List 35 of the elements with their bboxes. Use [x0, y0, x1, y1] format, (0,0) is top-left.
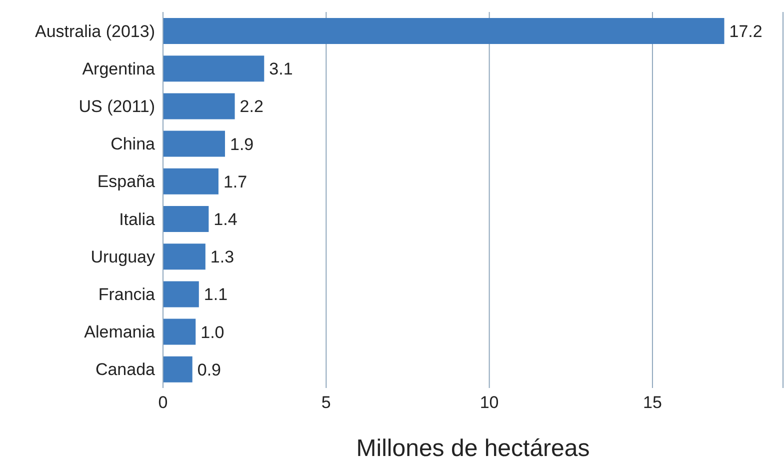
x-tick-label: 10 [480, 393, 499, 412]
y-tick-label: US (2011) [78, 97, 155, 116]
data-label: 3.1 [269, 60, 293, 79]
bar [163, 356, 192, 382]
bar [163, 18, 724, 44]
x-axis-title: Millones de hectáreas [356, 435, 590, 462]
y-tick-label: China [110, 134, 156, 154]
bar [163, 318, 196, 345]
bar [163, 56, 264, 82]
y-tick-label: Italia [119, 210, 156, 229]
data-label: 0.9 [197, 360, 222, 380]
y-tick-label: Australia (2013) [34, 22, 155, 41]
data-label: 1.4 [214, 210, 238, 230]
y-tick-label: Francia [98, 285, 156, 304]
bar [163, 281, 199, 308]
x-tick-label: 5 [321, 393, 331, 412]
data-label: 1.7 [223, 172, 248, 192]
y-tick-label: Argentina [82, 59, 156, 78]
data-label: 1.9 [230, 134, 254, 154]
bar [163, 130, 225, 157]
y-tick-label: Canada [95, 360, 156, 380]
y-tick-label: Uruguay [90, 247, 156, 266]
data-label: 1.0 [200, 322, 224, 342]
data-label: 17.2 [729, 22, 762, 42]
bar [163, 93, 235, 120]
y-tick-label: España [97, 172, 156, 192]
bar [163, 206, 209, 232]
data-label: 1.3 [210, 248, 234, 267]
data-label: 2.2 [240, 97, 264, 116]
x-tick-label: 0 [158, 393, 168, 412]
y-tick-label: Alemania [84, 322, 156, 342]
bar [163, 244, 206, 270]
bar [163, 168, 218, 194]
x-tick-label: 15 [643, 393, 662, 412]
data-label: 1.1 [204, 285, 228, 304]
